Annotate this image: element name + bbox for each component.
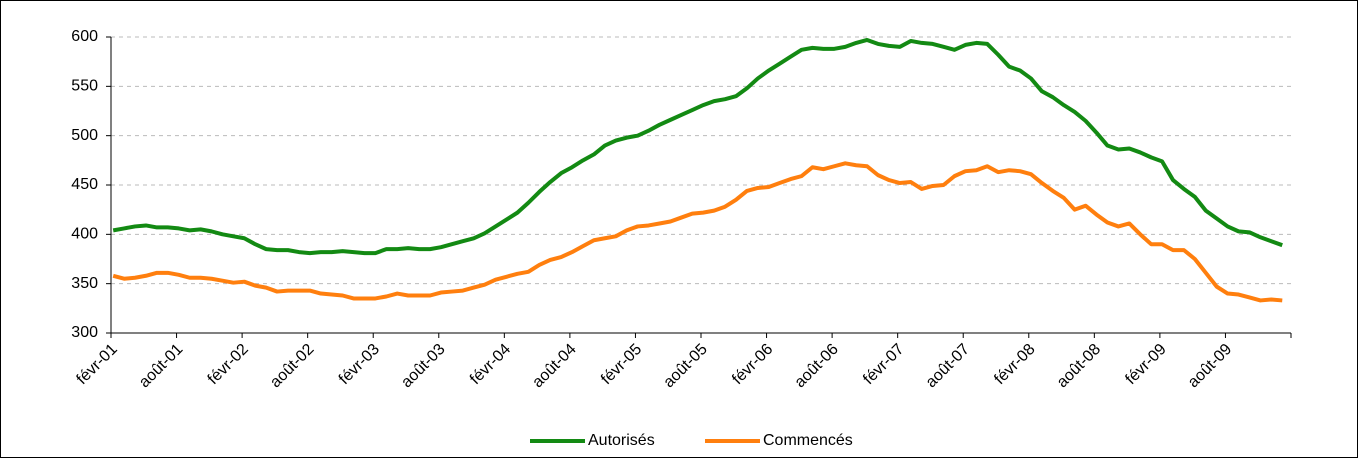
series-line — [112, 37, 1283, 256]
y-tick-label: 550 — [71, 78, 98, 95]
series-line — [112, 161, 1283, 303]
y-tick-label: 600 — [71, 28, 98, 45]
legend-label: Autorisés — [588, 432, 655, 449]
legend-label: Commencés — [763, 432, 853, 449]
y-tick-label: 350 — [71, 275, 98, 292]
y-tick-label: 500 — [71, 127, 98, 144]
y-tick-label: 300 — [71, 324, 98, 341]
y-tick-label: 450 — [71, 176, 98, 193]
y-tick-label: 400 — [71, 226, 98, 243]
